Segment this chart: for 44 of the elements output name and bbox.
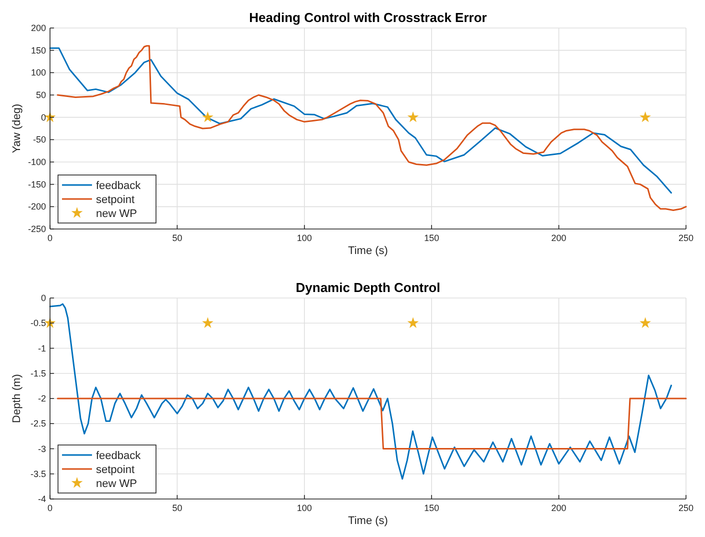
y-tick-label: -50 bbox=[32, 134, 46, 145]
x-tick-label: 100 bbox=[296, 233, 312, 243]
legend-label: setpoint bbox=[96, 194, 135, 206]
y-tick-label: -0.5 bbox=[30, 318, 46, 328]
y-tick-label: -2 bbox=[38, 394, 46, 404]
x-tick-label: 250 bbox=[678, 233, 694, 243]
chart-title: Heading Control with Crosstrack Error bbox=[249, 10, 487, 25]
y-tick-label: -3 bbox=[38, 444, 46, 454]
y-tick-label: -100 bbox=[28, 157, 46, 167]
x-tick-label: 50 bbox=[172, 233, 182, 243]
chart-title: Dynamic Depth Control bbox=[296, 280, 440, 295]
legend-label: new WP bbox=[96, 478, 137, 490]
x-tick-label: 150 bbox=[424, 503, 440, 513]
y-tick-label: 50 bbox=[36, 90, 46, 100]
x-axis-title: Time (s) bbox=[348, 515, 388, 527]
y-tick-label: 150 bbox=[30, 45, 46, 56]
x-tick-label: 200 bbox=[551, 233, 566, 243]
y-axis-title: Depth (m) bbox=[11, 374, 23, 423]
line-series bbox=[49, 303, 672, 480]
x-tick-label: 250 bbox=[678, 503, 694, 513]
y-tick-label: 100 bbox=[30, 68, 46, 78]
y-tick-label: -3.5 bbox=[30, 468, 46, 479]
y-tick-label: 200 bbox=[30, 23, 46, 33]
y-axis-title: Yaw (deg) bbox=[11, 104, 23, 154]
legend-label: feedback bbox=[96, 180, 142, 192]
x-tick-label: 150 bbox=[424, 233, 440, 243]
y-tick-label: -2.5 bbox=[30, 418, 46, 429]
legend-label: feedback bbox=[96, 450, 142, 462]
x-tick-label: 100 bbox=[296, 503, 312, 513]
y-tick-label: -200 bbox=[28, 202, 46, 212]
x-axis-title: Time (s) bbox=[348, 245, 388, 257]
x-tick-label: 0 bbox=[47, 503, 53, 513]
y-tick-label: -250 bbox=[28, 224, 46, 234]
y-tick-label: -4 bbox=[38, 494, 46, 504]
y-tick-label: 0 bbox=[40, 112, 46, 122]
y-tick-label: -150 bbox=[28, 179, 46, 190]
legend-label: new WP bbox=[96, 208, 137, 220]
legend-label: setpoint bbox=[96, 464, 135, 476]
x-tick-label: 50 bbox=[172, 503, 182, 513]
x-tick-label: 0 bbox=[47, 233, 53, 243]
y-tick-label: -1.5 bbox=[30, 368, 46, 378]
y-tick-label: -1 bbox=[38, 343, 46, 354]
x-tick-label: 200 bbox=[551, 503, 566, 513]
y-tick-label: 0 bbox=[40, 293, 46, 303]
